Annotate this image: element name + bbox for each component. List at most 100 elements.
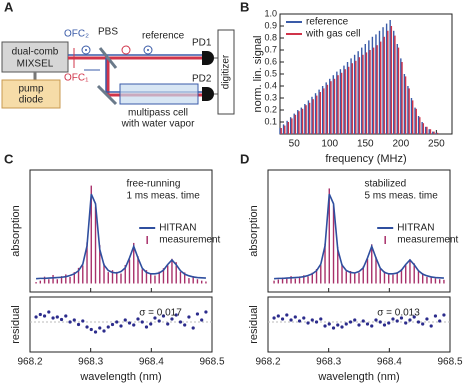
bar <box>375 257 377 284</box>
bar <box>69 276 71 284</box>
bar <box>382 27 384 135</box>
mixsel-box <box>1 41 69 73</box>
bar <box>428 129 430 134</box>
bar <box>422 273 424 284</box>
bar <box>188 278 190 284</box>
y-tick-label: 0.6 <box>264 56 277 66</box>
point <box>412 315 416 319</box>
legend-label: HITRAN <box>159 223 196 234</box>
point <box>382 323 387 327</box>
point <box>297 319 302 323</box>
pump-box <box>1 79 61 109</box>
ofc-label: OFC₁ <box>64 73 89 84</box>
bar <box>362 54 364 134</box>
bar <box>137 256 139 284</box>
bar <box>375 34 377 134</box>
bar <box>380 41 382 134</box>
plot-frame <box>29 169 213 293</box>
legend-label: HITRAN <box>397 223 434 234</box>
digitizer-label: digitizer <box>221 54 232 89</box>
y-tick-label: 0.5 <box>264 68 277 78</box>
bar <box>145 270 148 284</box>
bar <box>429 129 432 134</box>
bar <box>133 242 135 284</box>
bar <box>330 81 332 134</box>
bar <box>94 206 97 284</box>
point <box>81 319 85 323</box>
point <box>72 318 76 322</box>
x-tick-label: 100 <box>321 139 338 150</box>
x-tick-label: 968.4 <box>139 357 164 368</box>
bar <box>434 278 437 284</box>
x-tick-label: 250 <box>428 139 445 150</box>
bar <box>432 131 434 134</box>
bar <box>413 263 415 284</box>
bar <box>337 247 339 284</box>
bar <box>279 128 281 134</box>
point <box>132 323 136 327</box>
point <box>374 318 378 322</box>
bar <box>411 100 414 134</box>
point <box>319 317 323 321</box>
bar <box>390 26 393 134</box>
bar <box>300 107 303 134</box>
bar <box>301 108 304 134</box>
x-tick-label: 968.3 <box>316 357 341 368</box>
bar <box>86 242 88 284</box>
bar <box>396 272 398 284</box>
detector <box>202 51 214 65</box>
bar <box>422 123 425 134</box>
bar <box>393 30 395 134</box>
line <box>36 193 206 280</box>
bar <box>344 69 346 134</box>
cell-label: multipass cell <box>128 108 188 119</box>
panel-label: B <box>240 0 249 14</box>
bar <box>329 78 331 134</box>
bar <box>336 71 338 134</box>
bar <box>396 44 398 134</box>
point <box>289 318 293 322</box>
bar <box>426 276 428 284</box>
y-tick-label: 1.0 <box>264 8 277 18</box>
bar <box>291 118 293 134</box>
x-tick-label: 968.2 <box>255 357 280 368</box>
bar <box>293 113 295 134</box>
point <box>361 319 365 323</box>
point <box>102 329 106 333</box>
bar <box>358 57 361 135</box>
bar <box>332 75 335 134</box>
bar <box>404 76 407 134</box>
line <box>274 193 444 280</box>
bar <box>184 272 186 284</box>
annotation: free-running <box>126 179 180 190</box>
bar <box>73 272 75 284</box>
point <box>280 317 285 321</box>
box-label: diode <box>19 95 44 106</box>
bar <box>171 258 173 284</box>
bar <box>358 272 360 284</box>
bar <box>284 125 286 134</box>
bar <box>280 128 282 134</box>
point <box>115 320 119 324</box>
bar <box>65 274 67 284</box>
x-axis-label: wavelength (nm) <box>79 371 161 383</box>
y-tick-label: 0.4 <box>264 80 277 90</box>
point <box>399 316 404 320</box>
y-axis-label: norm. lin. signal <box>252 35 264 112</box>
point <box>327 322 331 326</box>
box-label: MIXSEL <box>17 59 54 70</box>
bar <box>287 122 290 134</box>
point <box>119 324 123 328</box>
point <box>200 318 204 322</box>
point <box>306 321 310 325</box>
bar <box>436 132 439 134</box>
bar <box>366 258 369 284</box>
point <box>204 310 208 314</box>
y-axis-label: residual <box>248 305 260 344</box>
bar <box>333 78 336 134</box>
bar <box>321 86 324 134</box>
point <box>170 317 174 321</box>
y-axis-label: absorption <box>248 205 260 256</box>
